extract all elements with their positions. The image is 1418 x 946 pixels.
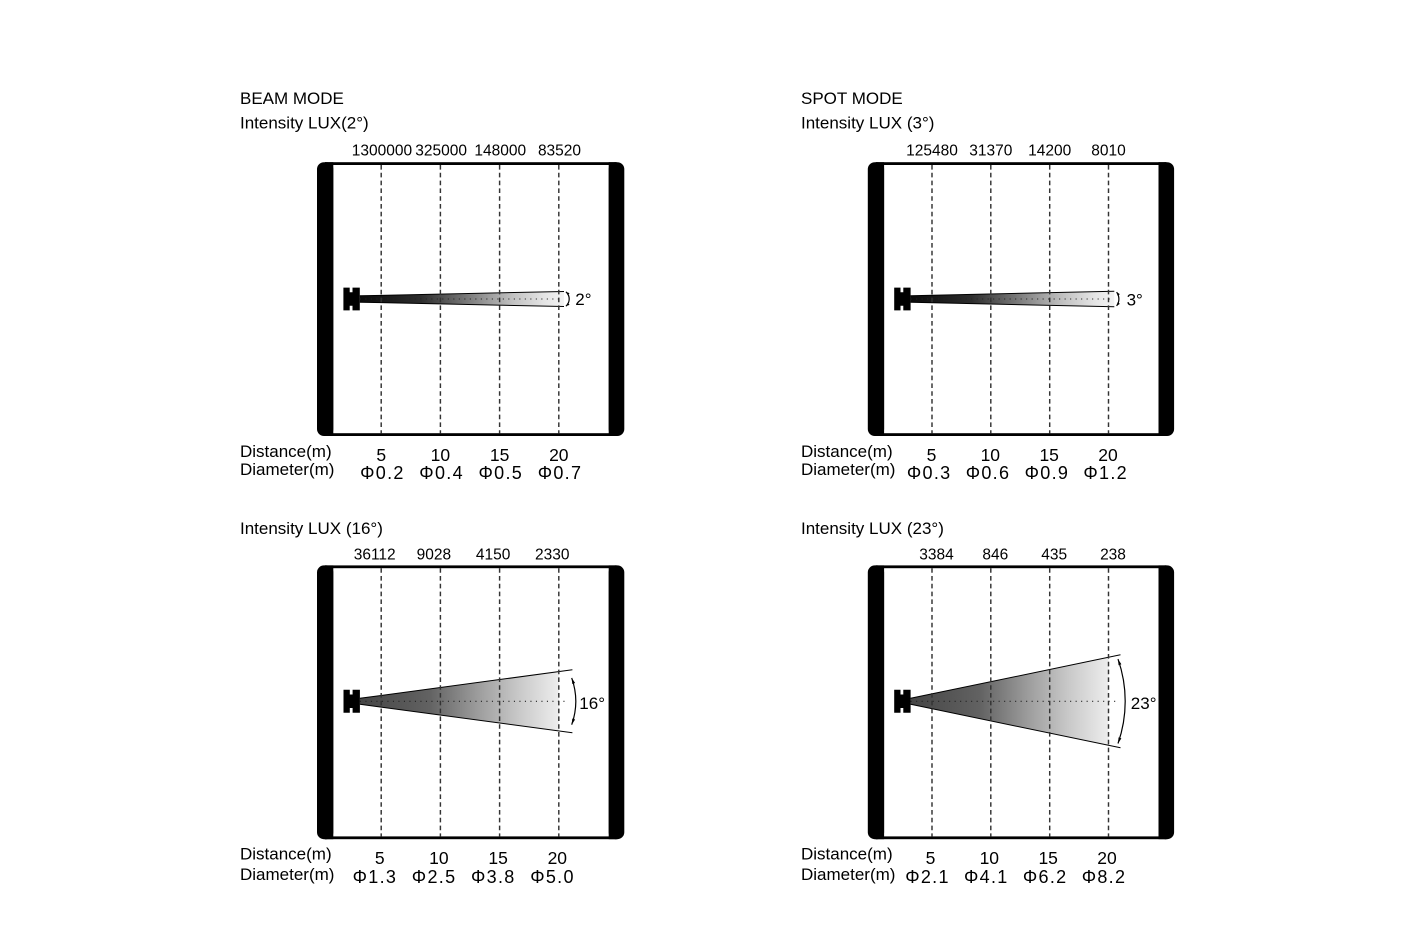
svg-text:Φ0.3: Φ0.3 — [907, 463, 952, 483]
svg-text:846: 846 — [982, 547, 1008, 564]
svg-text:3384: 3384 — [919, 547, 954, 564]
svg-text:Diameter(m): Diameter(m) — [240, 460, 334, 479]
svg-text:9028: 9028 — [417, 547, 451, 564]
svg-text:Φ0.4: Φ0.4 — [419, 463, 464, 483]
svg-text:83520: 83520 — [538, 142, 581, 159]
svg-text:Φ0.7: Φ0.7 — [538, 463, 583, 483]
svg-text:10: 10 — [429, 848, 449, 868]
svg-text:Distance(m): Distance(m) — [240, 844, 332, 863]
svg-text:325000: 325000 — [415, 142, 467, 159]
svg-text:5: 5 — [375, 848, 385, 868]
svg-text:20: 20 — [1098, 445, 1118, 465]
svg-text:5: 5 — [927, 445, 937, 465]
svg-text:Distance(m): Distance(m) — [801, 442, 893, 461]
svg-text:23°: 23° — [1131, 694, 1157, 713]
svg-text:10: 10 — [980, 848, 1000, 868]
svg-text:20: 20 — [549, 445, 569, 465]
svg-text:148000: 148000 — [474, 142, 526, 159]
svg-text:Φ1.2: Φ1.2 — [1083, 463, 1128, 483]
svg-text:10: 10 — [431, 445, 451, 465]
svg-text:15: 15 — [488, 848, 507, 868]
svg-text:Φ0.9: Φ0.9 — [1025, 463, 1070, 483]
svg-text:Diameter(m): Diameter(m) — [240, 865, 334, 884]
svg-text:Φ2.5: Φ2.5 — [412, 867, 457, 887]
svg-text:16°: 16° — [579, 694, 605, 713]
svg-text:20: 20 — [1097, 848, 1117, 868]
svg-text:5: 5 — [926, 848, 936, 868]
svg-text:Diameter(m): Diameter(m) — [801, 460, 895, 479]
svg-text:Φ1.3: Φ1.3 — [353, 867, 398, 887]
svg-text:10: 10 — [981, 445, 1001, 465]
svg-text:Φ0.5: Φ0.5 — [479, 463, 524, 483]
svg-text:SPOT MODE: SPOT MODE — [801, 89, 903, 108]
svg-text:Diameter(m): Diameter(m) — [801, 865, 895, 884]
svg-text:15: 15 — [1038, 848, 1057, 868]
svg-text:Φ4.1: Φ4.1 — [964, 867, 1009, 887]
svg-text:1300000: 1300000 — [352, 142, 413, 159]
svg-text:Distance(m): Distance(m) — [240, 442, 332, 461]
svg-text:Φ0.6: Φ0.6 — [966, 463, 1011, 483]
svg-text:Intensity LUX (16°): Intensity LUX (16°) — [240, 519, 383, 538]
svg-text:238: 238 — [1100, 547, 1126, 564]
svg-text:Φ3.8: Φ3.8 — [471, 867, 516, 887]
svg-text:125480: 125480 — [906, 142, 958, 159]
svg-text:Φ5.0: Φ5.0 — [530, 867, 575, 887]
svg-text:BEAM MODE: BEAM MODE — [240, 89, 344, 108]
svg-text:14200: 14200 — [1028, 142, 1071, 159]
svg-text:2330: 2330 — [535, 547, 570, 564]
svg-text:5: 5 — [376, 445, 386, 465]
svg-text:8010: 8010 — [1091, 142, 1126, 159]
svg-text:Intensity LUX (23°): Intensity LUX (23°) — [801, 519, 944, 538]
svg-text:Φ8.2: Φ8.2 — [1082, 867, 1127, 887]
svg-text:2°: 2° — [575, 290, 591, 309]
svg-text:Intensity LUX (3°): Intensity LUX (3°) — [801, 113, 934, 132]
svg-text:31370: 31370 — [969, 142, 1012, 159]
svg-text:Distance(m): Distance(m) — [801, 844, 893, 863]
svg-text:Φ0.2: Φ0.2 — [360, 463, 405, 483]
svg-text:3°: 3° — [1127, 291, 1143, 310]
svg-text:Intensity LUX(2°): Intensity LUX(2°) — [240, 113, 369, 132]
svg-text:15: 15 — [1039, 445, 1058, 465]
svg-text:435: 435 — [1041, 547, 1067, 564]
svg-text:Φ2.1: Φ2.1 — [905, 867, 950, 887]
svg-text:15: 15 — [490, 445, 509, 465]
svg-text:Φ6.2: Φ6.2 — [1023, 867, 1068, 887]
svg-text:36112: 36112 — [354, 547, 396, 564]
svg-text:4150: 4150 — [476, 547, 511, 564]
svg-text:20: 20 — [548, 848, 568, 868]
